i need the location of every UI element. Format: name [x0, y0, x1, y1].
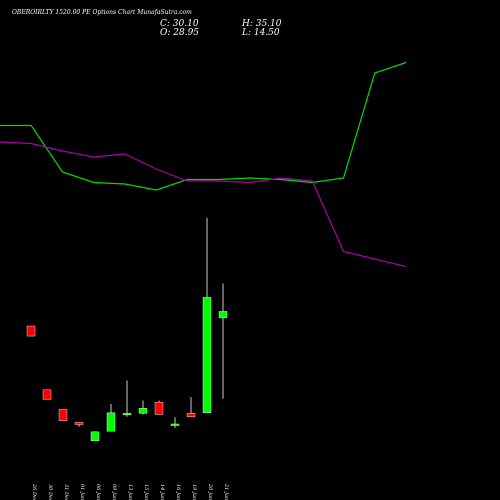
x-tick-label: 01 Jan: [79, 484, 85, 500]
x-tick-label: 06 Jan: [95, 484, 101, 500]
candlesticks: [26, 217, 228, 441]
candle-body: [218, 311, 228, 319]
x-tick-label: 31 Dec: [63, 484, 69, 500]
candle-body: [106, 412, 116, 432]
x-tick-label: 15 Jan: [143, 484, 149, 500]
high-value: H: 35.10: [242, 19, 282, 29]
candle-body: [138, 408, 148, 414]
x-tick-label: 26 Dec: [31, 483, 37, 500]
chart-title: OBEROIRLTY 1520.00 PE Options Chart Muna…: [12, 9, 192, 16]
candle-body: [74, 422, 84, 425]
candle-body: [42, 389, 52, 400]
indicator-line: [0, 141, 407, 268]
x-tick-label: 09 Jan: [111, 484, 117, 500]
candle-body: [90, 431, 100, 441]
x-tick-label: 21 Jan: [223, 483, 229, 500]
x-tick-label: 16 Jan: [175, 484, 181, 500]
x-tick-label: 20 Jan: [207, 483, 213, 500]
x-tick-label: 13 Jan: [127, 484, 133, 500]
candle-body: [154, 401, 164, 415]
indicator-lines: [0, 61, 407, 268]
indicator-line: [0, 61, 407, 191]
x-axis-labels: 26 Dec 30 Dec 31 Dec 01 Jan 06 Jan 09 Jan 13 J…: [31, 483, 229, 500]
x-tick-label: 19 Jan: [191, 484, 197, 500]
open-value: O: 28.95: [160, 28, 200, 38]
candle-body: [122, 413, 132, 416]
x-tick-label: 14 Jan: [159, 484, 165, 500]
candle-body: [186, 413, 196, 417]
candle-body: [58, 409, 68, 421]
candle-body: [170, 423, 180, 426]
candle-body: [202, 297, 212, 414]
close-value: C: 30.10: [160, 19, 199, 29]
x-tick-label: 30 Dec: [47, 484, 53, 500]
candle-body: [26, 325, 36, 337]
low-value: L: 14.50: [242, 28, 280, 38]
